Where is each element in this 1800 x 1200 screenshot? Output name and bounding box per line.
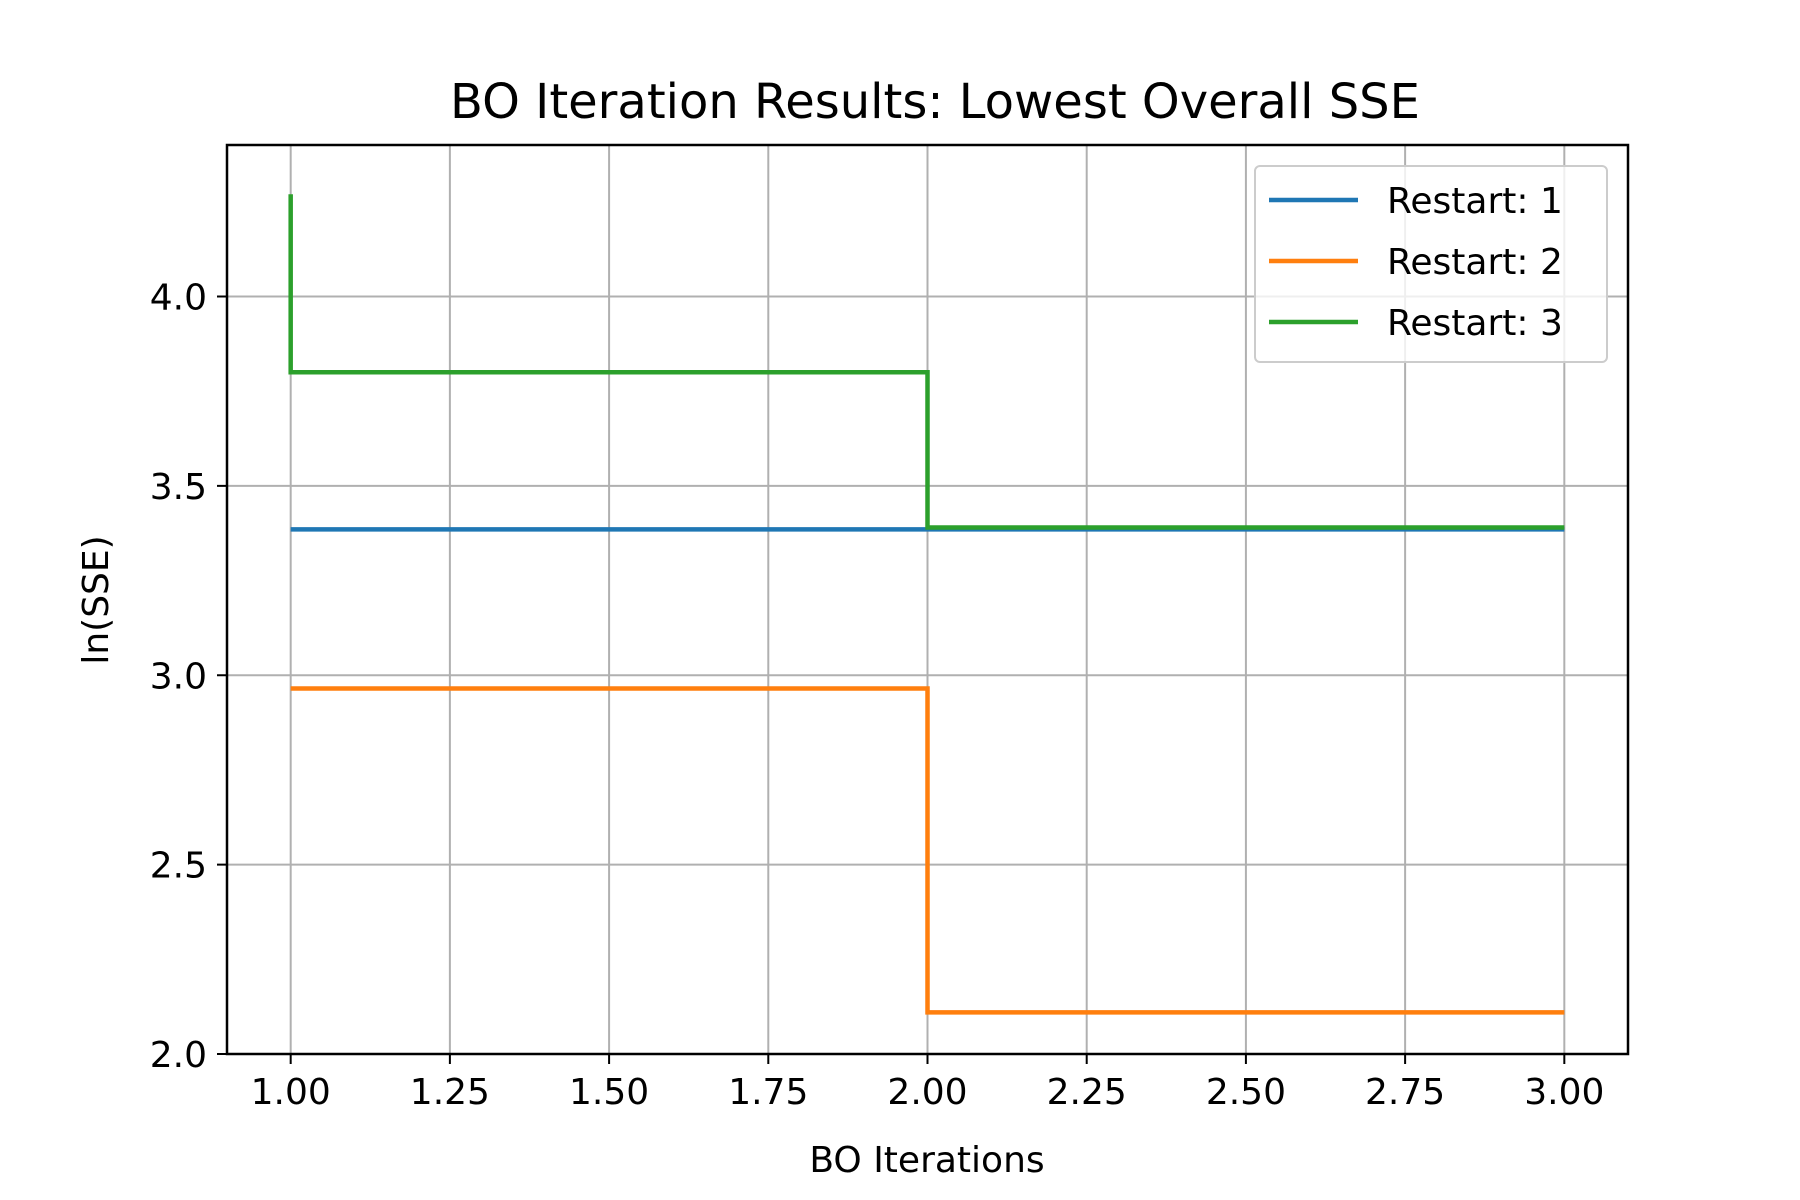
y-axis: 2.0 2.5 3.0 3.5 4.0 — [150, 278, 227, 1076]
y-tick-label: 4.0 — [150, 278, 207, 319]
y-tick-label: 3.0 — [150, 656, 207, 697]
y-tick-label: 2.0 — [150, 1035, 207, 1076]
x-tick-label: 2.50 — [1206, 1072, 1286, 1113]
x-axis-label: BO Iterations — [809, 1140, 1044, 1181]
x-tick-label: 1.25 — [410, 1072, 490, 1113]
x-tick-label: 1.50 — [569, 1072, 649, 1113]
x-tick-label: 3.00 — [1524, 1072, 1604, 1113]
x-tick-label: 1.75 — [728, 1072, 808, 1113]
x-tick-label: 2.00 — [887, 1072, 967, 1113]
y-tick-label: 3.5 — [150, 467, 207, 508]
x-tick-label: 2.75 — [1365, 1072, 1445, 1113]
x-axis: 1.00 1.25 1.50 1.75 2.00 2.25 2.50 2.75 3.00 — [251, 1054, 1604, 1113]
y-tick-label: 2.5 — [150, 846, 207, 887]
legend-box — [1254, 165, 1608, 363]
legend-label: Restart: 2 — [1387, 242, 1563, 283]
legend: Restart: 1 Restart: 2 Restart: 3 — [1254, 165, 1608, 363]
x-tick-label: 1.00 — [251, 1072, 331, 1113]
legend-label: Restart: 3 — [1387, 303, 1563, 344]
series-line-restart-2 — [290, 686, 1565, 1015]
x-tick-label: 2.25 — [1047, 1072, 1127, 1113]
series-group — [288, 194, 1565, 1015]
chart-title: BO Iteration Results: Lowest Overall SSE — [450, 74, 1420, 130]
y-axis-label: ln(SSE) — [76, 535, 117, 664]
legend-label: Restart: 1 — [1387, 181, 1563, 222]
series-line-restart-3 — [288, 194, 1565, 530]
